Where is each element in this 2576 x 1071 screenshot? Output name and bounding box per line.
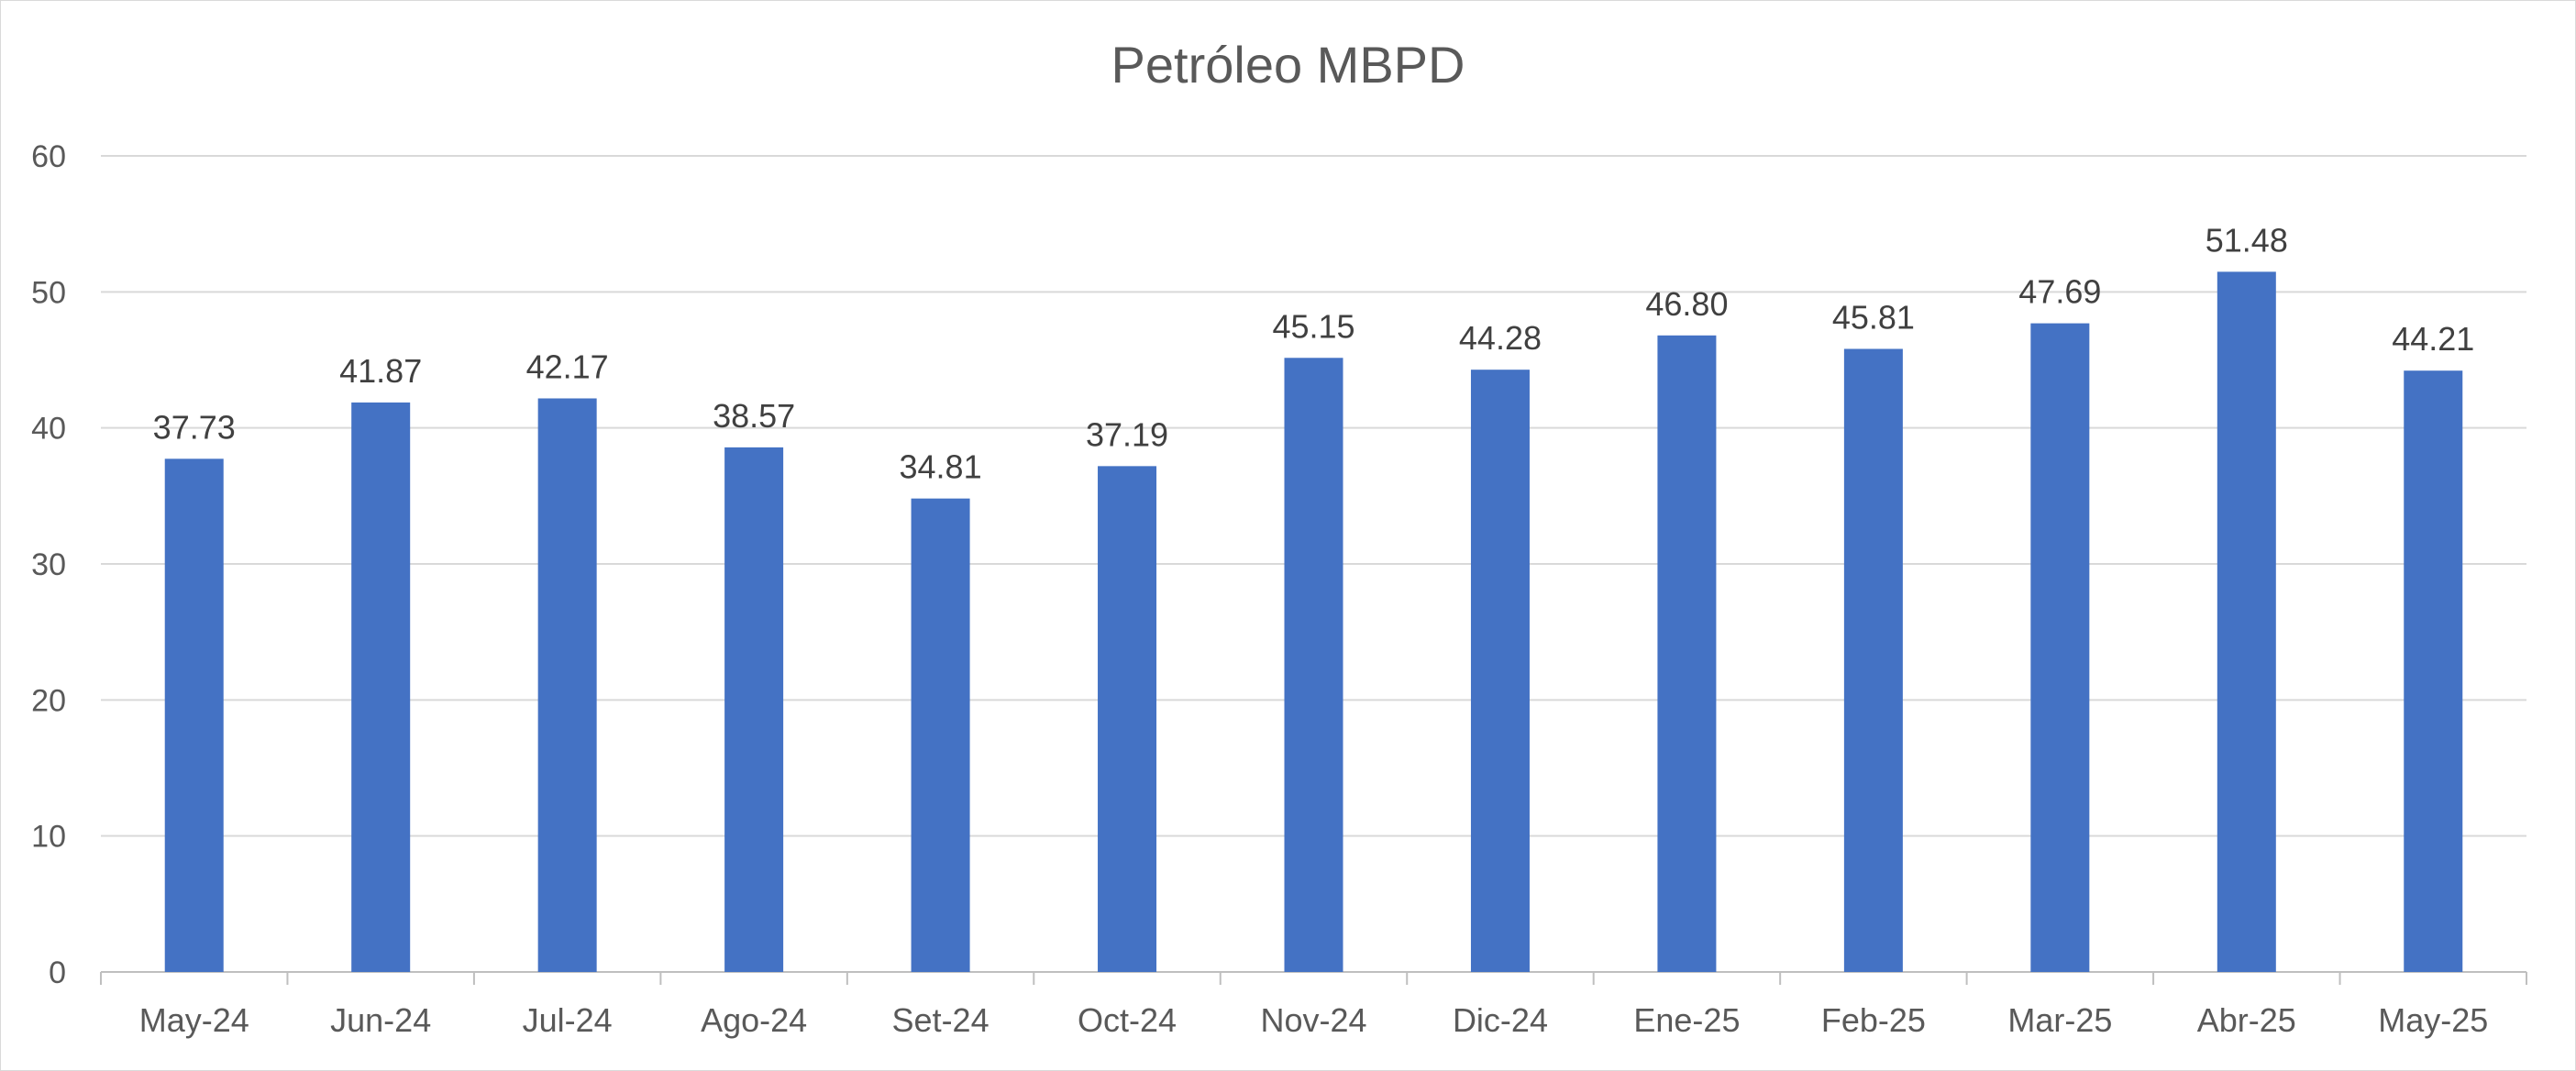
x-tick-label: Oct-24 [1078,1001,1177,1039]
data-label: 44.28 [1459,319,1542,357]
data-label: 46.80 [1645,285,1728,323]
x-tick-label: May-24 [139,1001,249,1039]
bar [2217,271,2276,972]
bar [1098,466,1157,972]
bar [724,447,784,973]
data-label: 44.21 [2392,320,2474,358]
bar [1284,358,1343,972]
x-tick-label: Ene-25 [1633,1001,1740,1039]
data-label: 45.81 [1832,298,1915,336]
y-tick-label: 10 [31,820,66,855]
y-tick-label: 60 [31,139,66,174]
bar [351,402,411,972]
y-tick-label: 50 [31,275,66,310]
x-tick-label: Mar-25 [2007,1001,2112,1039]
data-label: 51.48 [2206,221,2288,259]
y-tick-label: 0 [49,955,66,990]
data-label: 47.69 [2018,273,2101,311]
x-tick-label: Nov-24 [1260,1001,1366,1039]
y-tick-label: 40 [31,412,66,447]
data-label: 34.81 [900,448,982,486]
data-label: 37.73 [153,408,236,446]
x-tick-label: Jun-24 [330,1001,431,1039]
x-tick-label: May-25 [2378,1001,2488,1039]
x-tick-label: Jul-24 [523,1001,613,1039]
bar [2030,323,2090,972]
bar [1470,370,1530,972]
bar [2404,370,2463,972]
y-tick-label: 30 [31,547,66,582]
bar [537,398,597,972]
chart-title: Petróleo MBPD [1111,36,1465,94]
bar [164,458,224,972]
x-tick-label: Set-24 [892,1001,989,1039]
bar [1657,335,1717,972]
data-label: 45.15 [1272,307,1354,345]
data-label: 42.17 [526,348,609,385]
bar [1843,348,1903,972]
data-label: 41.87 [339,352,422,390]
x-tick-label: Ago-24 [701,1001,807,1039]
bar [911,498,970,972]
x-tick-label: Feb-25 [1821,1001,1926,1039]
x-tick-label: Abr-25 [2197,1001,2296,1039]
x-tick-label: Dic-24 [1453,1001,1548,1039]
data-label: 37.19 [1086,415,1168,453]
data-label: 38.57 [713,397,795,435]
y-tick-label: 20 [31,683,66,718]
